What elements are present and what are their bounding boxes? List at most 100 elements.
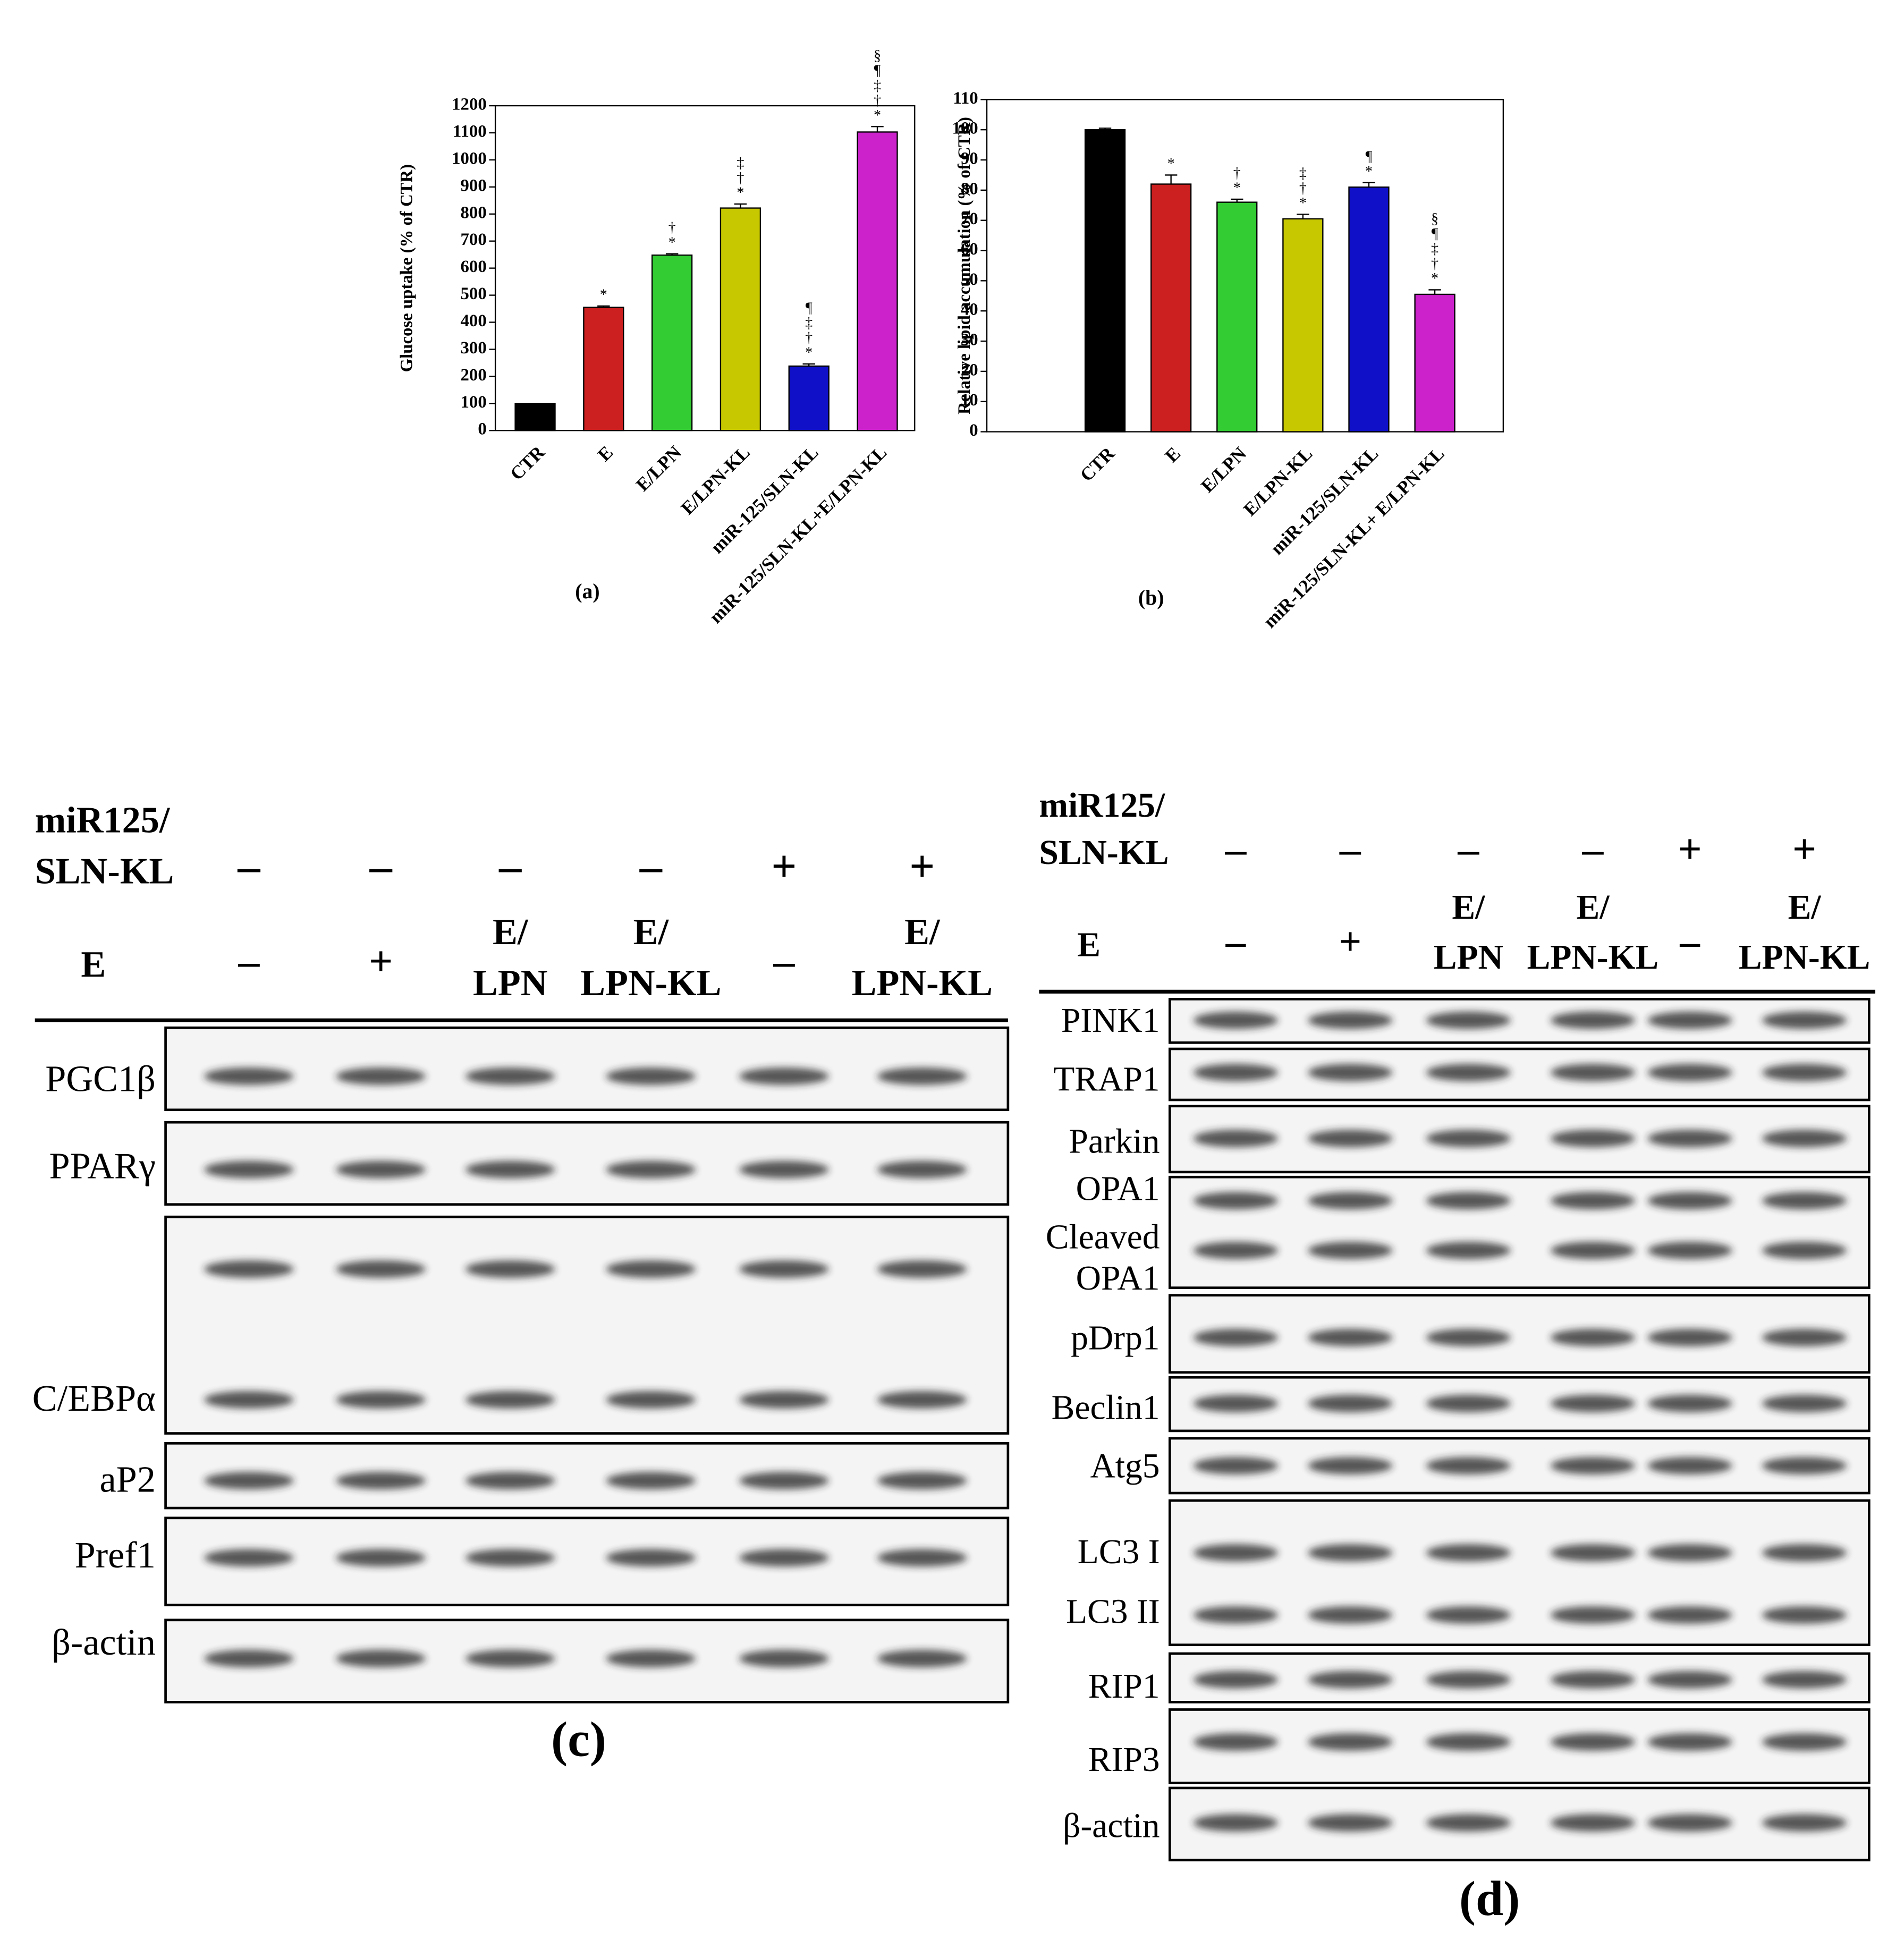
blot-frame [1168, 1786, 1871, 1862]
band [204, 1160, 294, 1179]
band [1193, 1457, 1279, 1474]
band [739, 1650, 829, 1667]
error-bar [1164, 174, 1178, 184]
lane-sign: – [639, 842, 663, 892]
band [336, 1160, 426, 1179]
bar [857, 131, 898, 431]
band [1550, 1011, 1636, 1029]
significance-mark: ‡ [737, 155, 744, 171]
lane-treatment: + [1339, 920, 1361, 964]
band [204, 1260, 294, 1278]
significance-mark: ¶ [874, 63, 881, 79]
band [606, 1260, 696, 1278]
protein-label: pDrp1 [1071, 1319, 1160, 1357]
band [606, 1472, 696, 1489]
band [739, 1260, 829, 1278]
lane-treatment: E/ [904, 911, 941, 953]
lane-treatment: – [238, 938, 260, 985]
error-bar [1363, 182, 1375, 188]
lane-sign: + [909, 842, 935, 892]
band [1550, 1192, 1636, 1210]
significance-mark: † [1233, 165, 1241, 182]
blot-frame [1168, 1708, 1871, 1784]
band [1550, 1814, 1636, 1832]
band [1426, 1395, 1511, 1412]
band [1426, 1241, 1511, 1259]
protein-label: Pref1 [75, 1535, 156, 1576]
lane-sign: + [771, 842, 797, 892]
band [739, 1549, 829, 1567]
band [1193, 1328, 1279, 1346]
significance-mark: ¶ [806, 300, 813, 316]
band [1762, 1733, 1847, 1751]
band [1550, 1606, 1636, 1624]
protein-label: Cleaved [1046, 1218, 1160, 1257]
band [1550, 1130, 1636, 1148]
bar [788, 365, 830, 431]
lane-sign: – [369, 842, 393, 892]
band [465, 1549, 555, 1567]
blot-frame [164, 1215, 1010, 1435]
blot-frame [1168, 1047, 1871, 1101]
significance-mark: ‡ [1431, 241, 1438, 257]
error-bar [1428, 289, 1441, 294]
band [1308, 1011, 1393, 1029]
band [1426, 1671, 1511, 1689]
band [877, 1549, 967, 1567]
band [465, 1650, 555, 1667]
band [1426, 1130, 1511, 1148]
significance-mark: ‡ [1299, 165, 1307, 182]
bar [720, 207, 761, 431]
significance-mark: † [805, 330, 813, 346]
bar [1084, 129, 1126, 433]
band [877, 1391, 967, 1409]
band [1647, 1011, 1732, 1029]
band [606, 1160, 696, 1179]
band [1647, 1241, 1732, 1259]
y-tick-label: 500 [461, 284, 487, 303]
y-tick-label: 100 [461, 393, 487, 412]
lane-sign: – [237, 842, 260, 892]
significance-mark: † [1431, 256, 1438, 272]
y-tick-label: 40 [961, 300, 978, 319]
significance-mark: † [668, 219, 676, 236]
band [1193, 1733, 1279, 1751]
band [1308, 1130, 1393, 1148]
panel-label: (a) [575, 580, 599, 603]
band [1550, 1328, 1636, 1346]
band [1308, 1064, 1393, 1081]
blot-frame [1168, 1175, 1871, 1289]
blot-frame [1168, 1105, 1871, 1174]
lane-sign: – [1582, 826, 1604, 873]
protein-label: Atg5 [1090, 1447, 1160, 1486]
protein-label: RIP1 [1088, 1667, 1160, 1706]
y-tick-label: 90 [961, 149, 978, 168]
band [336, 1650, 426, 1667]
header-label: SLN-KL [1039, 834, 1169, 872]
error-bar [597, 305, 610, 308]
band [336, 1391, 426, 1409]
y-axis-label: Glucose uptake (% of CTR) [397, 164, 417, 372]
bar [583, 307, 624, 431]
error-bar [871, 126, 884, 132]
error-bar [1297, 214, 1309, 219]
lane-sign: – [1339, 826, 1361, 873]
band [336, 1472, 426, 1489]
significance-mark: § [874, 48, 881, 64]
significance-mark: * [600, 287, 607, 303]
band [1308, 1395, 1393, 1412]
blot-frame [1168, 998, 1871, 1044]
blot-frame [164, 1026, 1010, 1112]
band [1647, 1130, 1732, 1148]
significance-mark: * [1167, 156, 1175, 172]
lane-treatment: LPN-KL [852, 962, 993, 1004]
band [1193, 1395, 1279, 1412]
band [1762, 1011, 1847, 1029]
error-bar [734, 203, 747, 208]
bar [1282, 218, 1324, 433]
band [1308, 1733, 1393, 1751]
band [1762, 1814, 1847, 1832]
band [1426, 1606, 1511, 1624]
y-tick-label: 300 [461, 338, 487, 358]
